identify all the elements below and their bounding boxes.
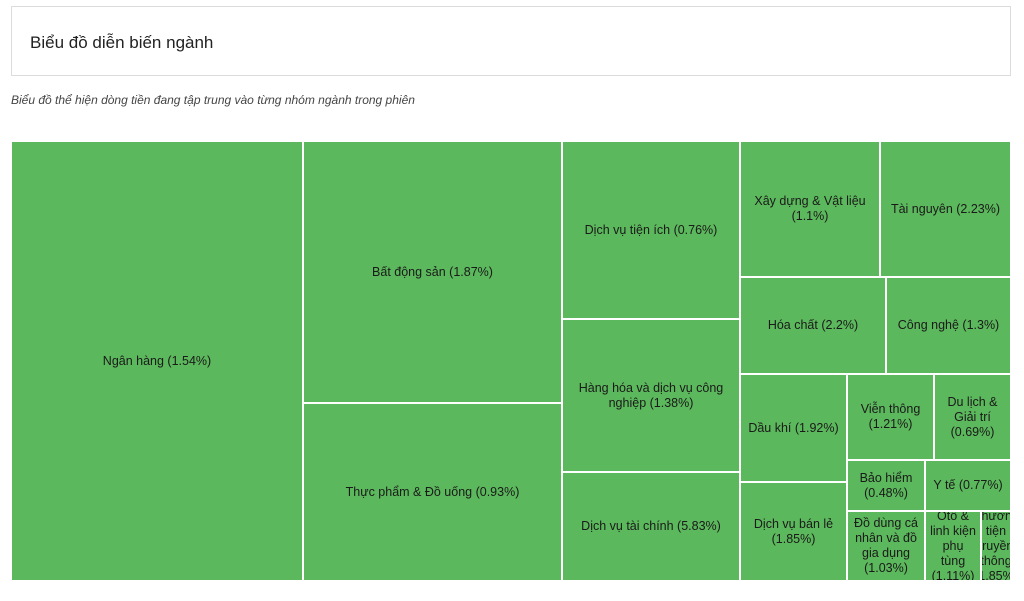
- treemap-tile-label: Hóa chất (2.2%): [767, 318, 859, 332]
- treemap-tile-label: Hàng hóa và dịch vụ công nghiệp (1.38%): [578, 380, 724, 410]
- card-title: Biểu đồ diễn biến ngành: [30, 33, 214, 52]
- treemap-tile[interactable]: Xây dựng & Vật liệu (1.1%): [740, 141, 880, 277]
- treemap-tile-label: Dầu khí (1.92%): [748, 420, 839, 435]
- treemap-tile-label: Viễn thông (1.21%): [860, 402, 921, 431]
- treemap-tile[interactable]: Ngân hàng (1.54%): [11, 141, 303, 581]
- treemap-tile-label: Dịch vụ bán lẻ (1.85%): [753, 516, 834, 546]
- treemap-tile[interactable]: Hóa chất (2.2%): [740, 277, 886, 374]
- treemap-tile-label: Y tế (0.77%): [933, 478, 1003, 492]
- treemap-tile[interactable]: Dầu khí (1.92%): [740, 374, 847, 482]
- treemap-tile-label: Dịch vụ tài chính (5.83%): [581, 519, 721, 533]
- treemap-tile-label: Thực phẩm & Đồ uống (0.93%): [345, 484, 520, 499]
- treemap-tile-label: Công nghệ (1.3%): [897, 318, 1000, 332]
- treemap-tile-label: Bảo hiểm (0.48%): [859, 470, 913, 500]
- treemap-tile[interactable]: Ôtô & linh kiện phụ tùng (1.11%): [925, 511, 981, 581]
- treemap-tile[interactable]: Thực phẩm & Đồ uống (0.93%): [303, 403, 562, 581]
- treemap-tile[interactable]: Dịch vụ tài chính (5.83%): [562, 472, 740, 581]
- treemap-tile[interactable]: Bảo hiểm (0.48%): [847, 460, 925, 511]
- sector-treemap: Ngân hàng (1.54%) Bất động sản (1.87%) Thự…: [11, 141, 1011, 581]
- treemap-tile-label: Bất động sản (1.87%): [372, 264, 493, 279]
- treemap-tile[interactable]: Bất động sản (1.87%): [303, 141, 562, 403]
- treemap-tile-label: Du lịch & Giải trí (0.69%): [947, 394, 998, 439]
- treemap-tile-label: Ngân hàng (1.54%): [102, 353, 212, 368]
- treemap-tile-label: Tài nguyên (2.23%): [890, 201, 1001, 216]
- treemap-tile[interactable]: Du lịch & Giải trí (0.69%): [934, 374, 1011, 460]
- treemap-tile-label: Dịch vụ tiện ích (0.76%): [584, 222, 718, 237]
- treemap-tile-label: Ôtô & linh kiện phụ tùng (1.11%): [930, 511, 976, 581]
- treemap-tile[interactable]: Dịch vụ bán lẻ (1.85%): [740, 482, 847, 581]
- treemap-tile[interactable]: Viễn thông (1.21%): [847, 374, 934, 460]
- treemap-tile[interactable]: Tài nguyên (2.23%): [880, 141, 1011, 277]
- treemap-tile[interactable]: Công nghệ (1.3%): [886, 277, 1011, 374]
- treemap-tile-label: Xây dựng & Vật liệu (1.1%): [754, 194, 866, 223]
- chart-subtitle: Biểu đồ thể hiện dòng tiền đang tập trun…: [11, 93, 415, 107]
- chart-card-header: Biểu đồ diễn biến ngành: [11, 6, 1011, 76]
- treemap-tile-label: Đồ dùng cá nhân và đồ gia dụng (1.03%): [854, 516, 918, 575]
- treemap-tile[interactable]: Phương tiện truyền thông (1.85%): [981, 511, 1011, 581]
- treemap-tile[interactable]: Y tế (0.77%): [925, 460, 1011, 511]
- treemap-tile-label: Phương tiện truyền thông (1.85%): [981, 511, 1011, 581]
- treemap-tile[interactable]: Hàng hóa và dịch vụ công nghiệp (1.38%): [562, 319, 740, 472]
- treemap-tile[interactable]: Đồ dùng cá nhân và đồ gia dụng (1.03%): [847, 511, 925, 581]
- treemap-tile[interactable]: Dịch vụ tiện ích (0.76%): [562, 141, 740, 319]
